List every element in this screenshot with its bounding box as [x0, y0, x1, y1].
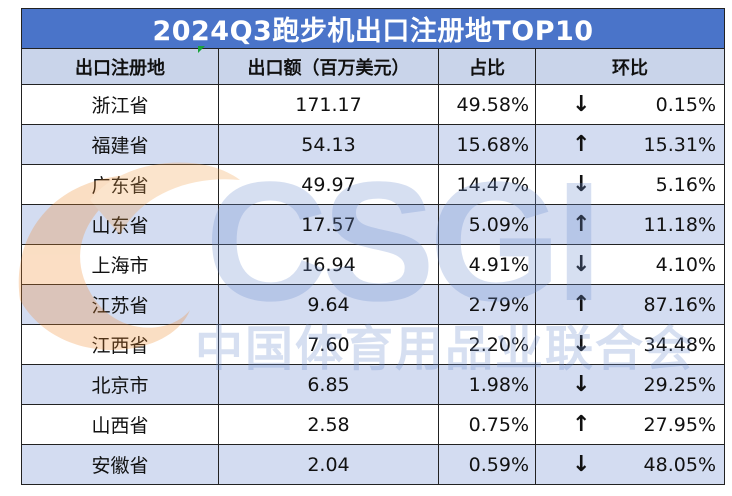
cell-province[interactable]: 江西省 [21, 324, 219, 365]
cell-mom[interactable]: ↓ 34.48% [535, 324, 725, 365]
mom-value: 87.16% [643, 293, 716, 316]
cell-mom[interactable]: ↑ 15.31% [535, 124, 725, 165]
arrow-up-icon: ↑ [572, 412, 591, 437]
table-row: 广东省 49.97 14.47% ↓ 5.16% [21, 164, 725, 205]
cell-share[interactable]: 4.91% [438, 244, 536, 285]
arrow-down-icon: ↓ [572, 452, 591, 477]
table-row: 江苏省 9.64 2.79% ↑ 87.16% [21, 284, 725, 325]
table-row: 上海市 16.94 4.91% ↓ 4.10% [21, 244, 725, 285]
mom-value: 4.10% [655, 253, 716, 276]
col-header-share: 占比 [438, 48, 536, 85]
arrow-down-icon: ↓ [572, 332, 591, 357]
col-header-mom: 环比 [535, 48, 725, 85]
cell-export[interactable]: 2.58 [218, 404, 439, 445]
cell-mom[interactable]: ↓ 4.10% [535, 244, 725, 285]
mom-value: 15.31% [643, 133, 716, 156]
cell-export[interactable]: 6.85 [218, 364, 439, 405]
cell-mom[interactable]: ↓ 29.25% [535, 364, 725, 405]
cell-province[interactable]: 山西省 [21, 404, 219, 445]
cell-mom[interactable]: ↓ 5.16% [535, 164, 725, 205]
table-row: 山东省 17.57 5.09% ↑ 11.18% [21, 204, 725, 245]
arrow-up-icon: ↑ [572, 292, 591, 317]
cell-province[interactable]: 安徽省 [21, 444, 219, 485]
arrow-down-icon: ↓ [572, 172, 591, 197]
table-row: 福建省 54.13 15.68% ↑ 15.31% [21, 124, 725, 165]
cell-share[interactable]: 49.58% [438, 84, 536, 125]
table-row: 山西省 2.58 0.75% ↑ 27.95% [21, 404, 725, 445]
cell-export[interactable]: 2.04 [218, 444, 439, 485]
mom-value: 48.05% [643, 453, 716, 476]
mom-value: 11.18% [643, 213, 716, 236]
cell-export[interactable]: 54.13 [218, 124, 439, 165]
cell-province[interactable]: 山东省 [21, 204, 219, 245]
cell-mom[interactable]: ↓ 48.05% [535, 444, 725, 485]
cell-share[interactable]: 5.09% [438, 204, 536, 245]
cell-share[interactable]: 15.68% [438, 124, 536, 165]
arrow-down-icon: ↓ [572, 252, 591, 277]
cell-province[interactable]: 上海市 [21, 244, 219, 285]
cell-mom[interactable]: ↑ 87.16% [535, 284, 725, 325]
cell-share[interactable]: 14.47% [438, 164, 536, 205]
cell-share[interactable]: 1.98% [438, 364, 536, 405]
table-row: 浙江省 171.17 49.58% ↓ 0.15% [21, 84, 725, 125]
cell-share[interactable]: 0.59% [438, 444, 536, 485]
cell-export[interactable]: 16.94 [218, 244, 439, 285]
table-row: 北京市 6.85 1.98% ↓ 29.25% [21, 364, 725, 405]
mom-value: 5.16% [655, 173, 716, 196]
data-table: 2024Q3跑步机出口注册地TOP10 出口注册地 出口额（百万美元） 占比 环… [21, 8, 725, 485]
arrow-down-icon: ↓ [572, 372, 591, 397]
cell-mom[interactable]: ↑ 27.95% [535, 404, 725, 445]
cell-province[interactable]: 江苏省 [21, 284, 219, 325]
mom-value: 29.25% [643, 373, 716, 396]
mom-value: 27.95% [643, 413, 716, 436]
col-header-export: 出口额（百万美元） [218, 48, 439, 85]
cell-export[interactable]: 7.60 [218, 324, 439, 365]
mom-value: 34.48% [643, 333, 716, 356]
cell-export[interactable]: 49.97 [218, 164, 439, 205]
cell-province[interactable]: 北京市 [21, 364, 219, 405]
cell-share[interactable]: 2.79% [438, 284, 536, 325]
table-title: 2024Q3跑步机出口注册地TOP10 [21, 8, 725, 49]
mom-value: 0.15% [655, 93, 716, 116]
cell-share[interactable]: 2.20% [438, 324, 536, 365]
cell-export[interactable]: 171.17 [218, 84, 439, 125]
cell-province[interactable]: 浙江省 [21, 84, 219, 125]
col-header-province: 出口注册地 [21, 48, 219, 85]
header-row: 出口注册地 出口额（百万美元） 占比 环比 [21, 48, 725, 85]
cell-export[interactable]: 9.64 [218, 284, 439, 325]
cell-province[interactable]: 广东省 [21, 164, 219, 205]
arrow-up-icon: ↑ [572, 132, 591, 157]
table-row: 江西省 7.60 2.20% ↓ 34.48% [21, 324, 725, 365]
comment-marker [198, 46, 205, 53]
cell-mom[interactable]: ↓ 0.15% [535, 84, 725, 125]
arrow-up-icon: ↑ [572, 212, 591, 237]
cell-mom[interactable]: ↑ 11.18% [535, 204, 725, 245]
cell-export[interactable]: 17.57 [218, 204, 439, 245]
cell-province[interactable]: 福建省 [21, 124, 219, 165]
cell-share[interactable]: 0.75% [438, 404, 536, 445]
arrow-down-icon: ↓ [572, 92, 591, 117]
table-row: 安徽省 2.04 0.59% ↓ 48.05% [21, 444, 725, 485]
